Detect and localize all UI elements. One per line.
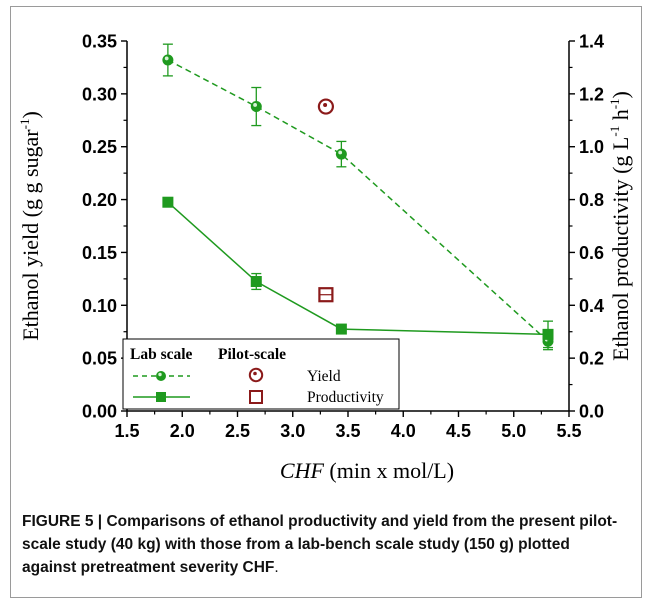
y-left-tick-label: 0.30 <box>82 84 117 104</box>
lab-productivity-point <box>335 323 347 335</box>
lab-yield-point <box>250 101 262 113</box>
lab-yield-point <box>162 54 174 66</box>
caption-label: FIGURE 5 | <box>22 513 103 530</box>
x-tick-label: 1.5 <box>114 421 139 441</box>
caption-end: . <box>274 559 279 576</box>
x-tick-label: 3.5 <box>335 421 360 441</box>
y-right-axis-label: Ethanol productivity (g L-1 h-1) <box>607 91 633 361</box>
legend-pilot-yield-dot <box>253 371 257 376</box>
lab-productivity-series-line <box>167 201 549 336</box>
y-right-tick-label: 0.0 <box>579 402 604 422</box>
legend-lab-productivity-marker <box>156 392 166 402</box>
lab-yield-point-highlight <box>253 103 257 107</box>
y-right-tick-label: 1.2 <box>579 84 604 104</box>
figure-caption: FIGURE 5 | Comparisons of ethanol produc… <box>22 510 622 579</box>
y-left-tick-label: 0.05 <box>82 349 117 369</box>
x-tick-label: 2.0 <box>170 421 195 441</box>
figure-frame <box>10 6 642 598</box>
y-left-tick-label: 0.15 <box>82 243 117 263</box>
pilot-yield-point <box>317 98 334 115</box>
legend-header-pilot: Pilot-scale <box>218 346 286 363</box>
y-right-tick-label: 1.0 <box>579 137 604 157</box>
legend-pilot-yield-marker <box>248 367 264 383</box>
y-left-tick-label: 0.00 <box>82 402 117 422</box>
chart: 1.5 2.0 2.5 3.0 3.5 4.0 4.5 5.0 5.5 0.00 0.05 0.10 0… <box>17 32 633 484</box>
pilot-yield-point-dot <box>323 102 328 107</box>
lab-yield-point-highlight <box>338 150 343 155</box>
x-tick-label: 3.0 <box>280 421 305 441</box>
legend: Lab scale Pilot-scale Yield Productivity <box>122 338 400 410</box>
lab-productivity-point <box>542 328 554 340</box>
legend-lab-yield-marker <box>156 371 166 381</box>
y-left-tick-label: 0.25 <box>82 137 117 157</box>
legend-lab-yield-highlight <box>158 372 162 377</box>
y-left-tick-label: 0.20 <box>82 190 117 210</box>
x-tick-label: 5.0 <box>501 421 526 441</box>
caption-text: Comparisons of ethanol productivity and … <box>22 513 618 576</box>
x-tick-label: 2.5 <box>225 421 250 441</box>
y-left-axis-label: Ethanol yield (g g sugar-1) <box>17 111 43 341</box>
lab-yield-point-highlight <box>164 56 169 61</box>
y-right-tick-label: 1.4 <box>579 32 604 52</box>
legend-pilot-productivity-marker <box>249 390 263 404</box>
legend-header-lab: Lab scale <box>130 346 193 363</box>
x-tick-label: 4.0 <box>391 421 416 441</box>
y-right-tick-label: 0.2 <box>579 349 604 369</box>
y-left-tick-label: 0.10 <box>82 296 117 316</box>
y-right-tick-label: 0.6 <box>579 243 604 263</box>
lab-productivity-point <box>250 276 262 287</box>
legend-label-productivity: Productivity <box>307 389 384 406</box>
x-tick-label: 5.5 <box>556 421 581 441</box>
lab-yield-series-line <box>167 59 549 342</box>
x-tick-label: 4.5 <box>446 421 471 441</box>
x-axis-label: CHF (min x mol/L) <box>280 458 454 483</box>
lab-productivity-point <box>162 196 174 208</box>
y-right-tick-label: 0.4 <box>579 296 604 316</box>
lab-yield-point <box>335 148 347 160</box>
legend-label-yield: Yield <box>307 368 341 385</box>
y-right-tick-label: 0.8 <box>579 190 604 210</box>
y-left-tick-label: 0.35 <box>82 32 117 52</box>
